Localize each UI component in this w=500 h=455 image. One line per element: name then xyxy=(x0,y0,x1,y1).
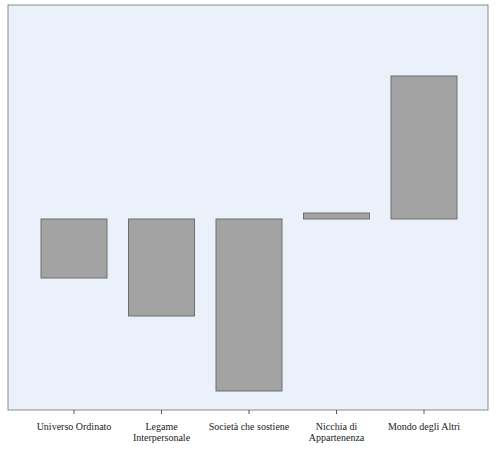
x-tick-label: Universo Ordinato xyxy=(37,421,112,432)
x-tick xyxy=(249,410,250,414)
x-tick xyxy=(161,410,162,414)
chart-svg: Universo Ordinato LegameInterpersonale Soc… xyxy=(0,0,500,455)
x-tick xyxy=(74,410,75,414)
bar xyxy=(129,219,195,316)
bar xyxy=(304,213,370,219)
bars xyxy=(41,76,457,391)
x-tick-label: Società che sostiene xyxy=(209,421,290,432)
plot-area xyxy=(8,5,488,410)
bar xyxy=(216,219,282,391)
chart-container: Universo Ordinato LegameInterpersonale Soc… xyxy=(0,0,500,455)
x-tick-label: Nicchia diAppartenenza xyxy=(309,421,365,443)
bar xyxy=(391,76,457,219)
x-tick-label: Mondo degli Altri xyxy=(388,421,460,432)
x-tick xyxy=(336,410,337,414)
x-axis: Universo Ordinato LegameInterpersonale Soc… xyxy=(37,410,461,443)
bar xyxy=(41,219,107,278)
x-tick xyxy=(424,410,425,414)
x-tick-label: LegameInterpersonale xyxy=(133,421,191,443)
